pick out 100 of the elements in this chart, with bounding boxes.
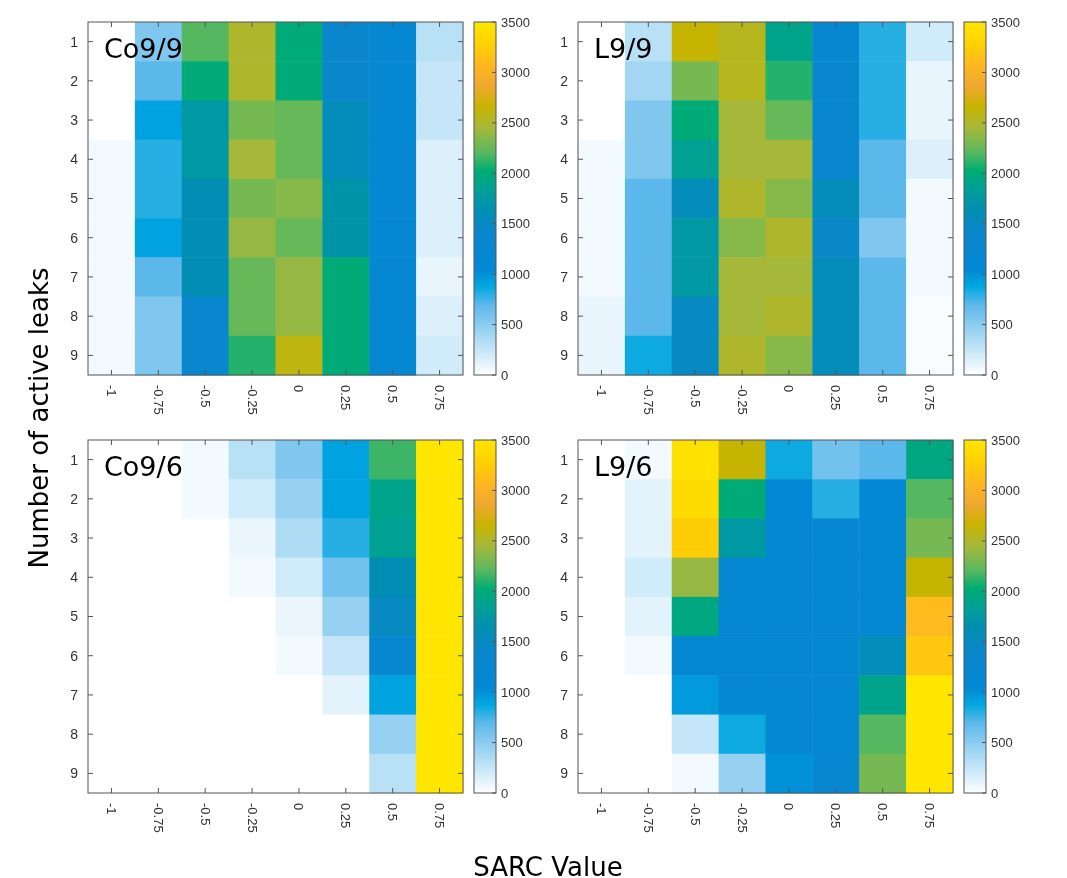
x-tick-label: -0.75	[640, 803, 656, 833]
x-tick-label: -1	[103, 385, 119, 397]
color-bar-label: 2000	[991, 165, 1020, 181]
x-tick-label: 0.75	[922, 385, 938, 411]
y-tick-label: 5	[70, 190, 79, 207]
x-tick-label: -0.25	[244, 803, 260, 833]
y-tick-label: 8	[560, 726, 569, 743]
color-bar-label: 3000	[991, 64, 1020, 80]
x-tick-label: 0	[781, 385, 797, 393]
y-tick-label: 1	[70, 451, 79, 468]
x-tick-label: 0.75	[922, 803, 938, 829]
y-tick-label: 6	[560, 647, 569, 664]
x-tick-label: 0.25	[828, 385, 844, 411]
color-bar-label: 0	[501, 785, 509, 801]
y-tick-label: 7	[70, 686, 79, 703]
y-tick-label: 9	[560, 765, 569, 782]
chart-title: L9/6	[594, 451, 653, 482]
y-tick-label: 2	[560, 490, 569, 507]
color-bar-label: 0	[991, 367, 999, 383]
y-tick-label: 6	[560, 229, 569, 246]
x-tick-label: -0.75	[150, 385, 166, 415]
color-bar-label: 3500	[991, 432, 1020, 448]
x-tick-label: -0.5	[687, 803, 703, 826]
y-tick-label: 9	[560, 347, 569, 364]
color-bar-label: 500	[991, 735, 1013, 751]
y-tick-label: 7	[560, 686, 569, 703]
color-bar-label: 3500	[501, 14, 530, 30]
x-tick-label: 0	[291, 385, 307, 393]
y-tick-label: 5	[560, 190, 569, 207]
y-tick-label: 3	[70, 111, 79, 128]
y-tick-label: 2	[560, 72, 569, 89]
color-bar-label: 3000	[991, 482, 1020, 498]
y-tick-label: 8	[560, 308, 569, 325]
color-bar-label: 3500	[501, 432, 530, 448]
x-axis-title: SARC Value	[473, 852, 623, 878]
y-tick-label: 7	[560, 268, 569, 285]
color-bar-label: 1000	[991, 684, 1020, 700]
x-tick-label: -1	[593, 385, 609, 397]
y-tick-label: 3	[560, 111, 569, 128]
color-bar-label: 1000	[501, 684, 530, 700]
chart-title: Co9/6	[104, 451, 183, 482]
color-bar-label: 2000	[501, 583, 530, 599]
y-tick-label: 8	[70, 726, 79, 743]
color-bar-label: 1500	[991, 634, 1020, 650]
x-tick-label: 0.25	[828, 803, 844, 829]
color-bar-label: 500	[991, 317, 1013, 333]
y-tick-label: 4	[70, 569, 79, 586]
color-bar-label: 2500	[991, 115, 1020, 131]
color-bar-label: 2500	[501, 115, 530, 131]
x-tick-label: 0.75	[432, 803, 448, 829]
x-tick-label: 0.5	[875, 385, 891, 404]
x-tick-label: -1	[103, 803, 119, 815]
x-tick-label: 0.5	[385, 803, 401, 822]
color-bar-label: 1500	[501, 216, 530, 232]
x-tick-label: 0	[291, 803, 307, 811]
y-tick-label: 9	[70, 765, 79, 782]
color-bar-label: 2500	[991, 533, 1020, 549]
x-tick-label: 0.5	[875, 803, 891, 822]
color-bar-label: 1500	[991, 216, 1020, 232]
x-tick-label: 0.5	[385, 385, 401, 404]
color-bar-label: 1000	[991, 266, 1020, 282]
y-tick-label: 9	[70, 347, 79, 364]
x-tick-label: -0.75	[150, 803, 166, 833]
chart-title: L9/9	[594, 33, 653, 64]
color-bar-label: 2000	[501, 165, 530, 181]
x-tick-label: -0.25	[244, 385, 260, 415]
color-bar-label: 0	[501, 367, 509, 383]
x-tick-label: 0	[781, 803, 797, 811]
x-tick-label: -0.5	[687, 385, 703, 408]
y-tick-label: 5	[70, 608, 79, 625]
color-bar-label: 2000	[991, 583, 1020, 599]
x-tick-label: 0.25	[338, 385, 354, 411]
y-axis-title: Number of active leaks	[24, 267, 54, 569]
x-tick-label: -1	[593, 803, 609, 815]
x-tick-label: -0.25	[734, 803, 750, 833]
y-tick-label: 6	[70, 647, 79, 664]
x-tick-label: 0.25	[338, 803, 354, 829]
x-tick-label: 0.75	[432, 385, 448, 411]
y-tick-label: 1	[560, 451, 569, 468]
y-tick-label: 1	[560, 33, 569, 50]
x-tick-label: -0.5	[197, 385, 213, 408]
color-bar-label: 1000	[501, 266, 530, 282]
x-tick-label: -0.5	[197, 803, 213, 826]
y-tick-label: 4	[560, 569, 569, 586]
y-tick-label: 2	[70, 490, 79, 507]
color-bar-label: 3000	[501, 64, 530, 80]
y-tick-label: 8	[70, 308, 79, 325]
x-tick-label: -0.75	[640, 385, 656, 415]
y-tick-label: 4	[70, 151, 79, 168]
chart-title: Co9/9	[104, 33, 183, 64]
y-tick-label: 1	[70, 33, 79, 50]
y-tick-label: 3	[70, 529, 79, 546]
color-bar-label: 2500	[501, 533, 530, 549]
x-tick-label: -0.25	[734, 385, 750, 415]
y-tick-label: 7	[70, 268, 79, 285]
color-bar-label: 0	[991, 785, 999, 801]
color-bar-label: 3500	[991, 14, 1020, 30]
y-tick-label: 2	[70, 72, 79, 89]
color-bar-label: 500	[501, 735, 523, 751]
y-tick-label: 5	[560, 608, 569, 625]
